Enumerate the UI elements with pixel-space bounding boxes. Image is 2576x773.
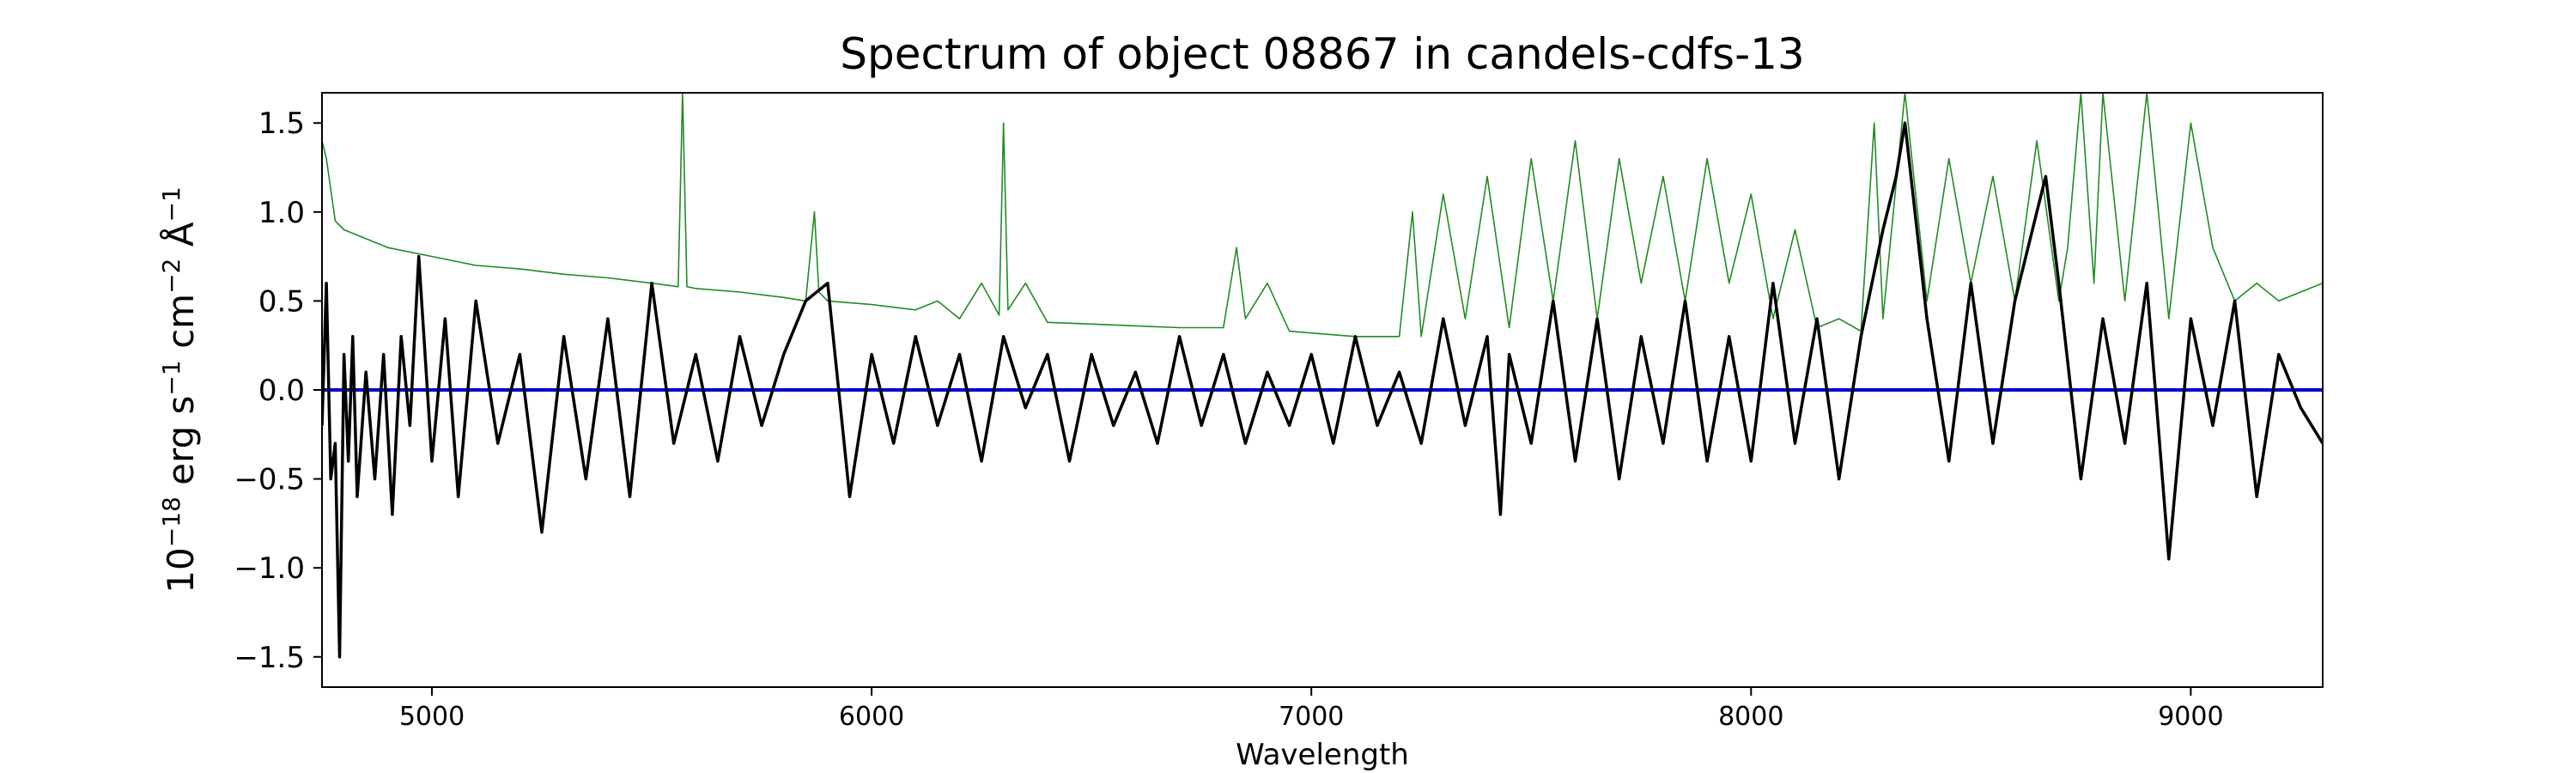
- series-line-flux: [322, 121, 2323, 659]
- y-axis: 1.5 1.0 0.5 0.0 −0.5 −1.0 −1.5: [234, 107, 322, 675]
- x-tick-label: 8000: [1718, 702, 1783, 732]
- y-tick-label: 0.5: [258, 284, 305, 319]
- y-tick-label: 1.0: [258, 196, 305, 230]
- plot-area: [321, 92, 2324, 688]
- x-axis: 5000 6000 7000 8000 9000: [399, 687, 2224, 732]
- x-tick-label: 7000: [1279, 702, 1344, 732]
- y-label-exp-ang: −1: [157, 186, 185, 222]
- x-axis-label: Wavelength: [1236, 738, 1409, 772]
- series-line-error: [322, 93, 2323, 338]
- x-tick-label: 9000: [2158, 702, 2223, 732]
- x-tick-label: 5000: [399, 702, 465, 732]
- y-label-cm: cm: [160, 294, 202, 360]
- y-tick-label: 1.5: [258, 107, 305, 141]
- y-tick-label: −1.5: [234, 641, 305, 675]
- y-tick-label: −0.5: [234, 463, 305, 497]
- y-axis-label: 10−18 erg s−1 cm−2 Å−1: [157, 186, 202, 593]
- y-tick-label: −1.0: [234, 551, 305, 586]
- y-label-exp-cm: −2: [157, 259, 185, 294]
- y-label-ang: Å: [159, 222, 202, 258]
- chart-title: Spectrum of object 08867 in candels-cdfs…: [840, 29, 1805, 79]
- x-tick-label: 6000: [839, 702, 904, 732]
- y-label-exp-s: −1: [157, 360, 185, 395]
- y-tick-label: 0.0: [258, 374, 305, 408]
- y-label-base: 10: [160, 547, 202, 593]
- series-layer: [322, 93, 2323, 659]
- y-label-exp-base: −18: [157, 496, 185, 547]
- y-label-erg: erg s: [160, 396, 202, 497]
